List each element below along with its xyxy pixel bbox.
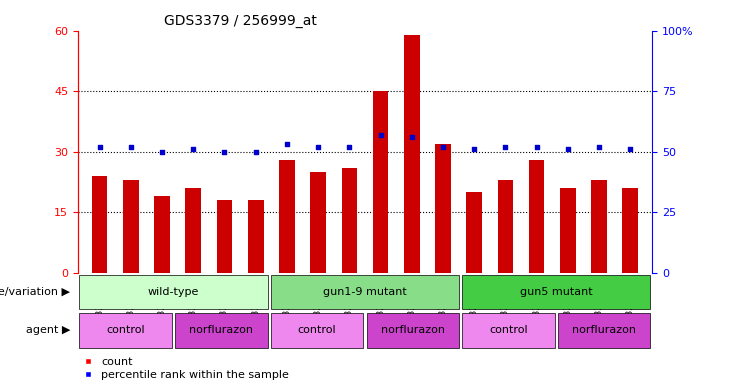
- Text: wild-type: wild-type: [148, 287, 199, 297]
- Text: norflurazon: norflurazon: [572, 325, 637, 335]
- Bar: [558, 313, 651, 348]
- Bar: [622, 188, 638, 273]
- Point: [437, 144, 449, 150]
- Bar: [175, 313, 268, 348]
- Bar: [78, 273, 652, 384]
- Bar: [560, 188, 576, 273]
- Bar: [185, 188, 201, 273]
- Bar: [462, 275, 651, 309]
- Point: [375, 132, 387, 138]
- Bar: [373, 91, 388, 273]
- Point: [531, 144, 542, 150]
- Bar: [92, 176, 107, 273]
- Text: GDS3379 / 256999_at: GDS3379 / 256999_at: [164, 14, 317, 28]
- Point: [499, 144, 511, 150]
- Point: [281, 141, 293, 147]
- Bar: [435, 144, 451, 273]
- Point: [187, 146, 199, 152]
- Bar: [270, 275, 459, 309]
- Point: [406, 134, 418, 140]
- Point: [219, 149, 230, 155]
- Bar: [123, 180, 139, 273]
- Point: [125, 144, 137, 150]
- Bar: [367, 313, 459, 348]
- Text: agent ▶: agent ▶: [26, 325, 70, 335]
- Bar: [462, 313, 555, 348]
- Point: [562, 146, 574, 152]
- Bar: [216, 200, 232, 273]
- Bar: [466, 192, 482, 273]
- Point: [343, 144, 355, 150]
- Text: control: control: [489, 325, 528, 335]
- Point: [468, 146, 480, 152]
- Text: gun5 mutant: gun5 mutant: [520, 287, 593, 297]
- Bar: [279, 160, 295, 273]
- Bar: [591, 180, 607, 273]
- Text: control: control: [107, 325, 145, 335]
- Bar: [248, 200, 264, 273]
- Bar: [404, 35, 419, 273]
- Bar: [498, 180, 514, 273]
- Text: norflurazon: norflurazon: [381, 325, 445, 335]
- Bar: [79, 313, 172, 348]
- Bar: [79, 275, 268, 309]
- Bar: [154, 196, 170, 273]
- Point: [250, 149, 262, 155]
- Text: norflurazon: norflurazon: [190, 325, 253, 335]
- Legend: count, percentile rank within the sample: count, percentile rank within the sample: [83, 357, 289, 381]
- Text: control: control: [298, 325, 336, 335]
- Bar: [310, 172, 326, 273]
- Point: [593, 144, 605, 150]
- Point: [625, 146, 637, 152]
- Bar: [270, 313, 363, 348]
- Point: [156, 149, 168, 155]
- Bar: [529, 160, 545, 273]
- Bar: [342, 168, 357, 273]
- Point: [312, 144, 324, 150]
- Text: gun1-9 mutant: gun1-9 mutant: [323, 287, 407, 297]
- Text: genotype/variation ▶: genotype/variation ▶: [0, 287, 70, 297]
- Point: [93, 144, 105, 150]
